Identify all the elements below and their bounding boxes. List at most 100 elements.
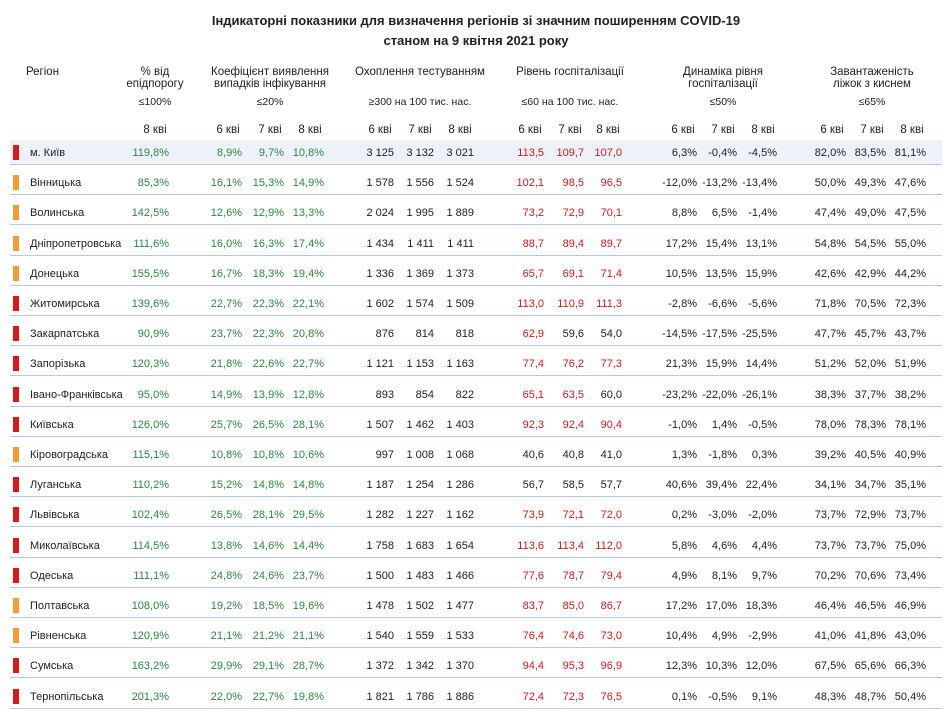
- cell: 13,1%: [745, 237, 777, 250]
- region-marker: [13, 326, 19, 342]
- cell: -22,0%: [702, 388, 737, 401]
- cell: 8,9%: [216, 147, 242, 159]
- region-name: Дніпропетровська: [30, 237, 122, 250]
- region-name: Тернопільська: [30, 690, 104, 703]
- group-title: Охоплення тестуванням: [355, 66, 485, 78]
- cell: 35,1%: [894, 479, 926, 492]
- cell: 60,0: [600, 388, 622, 401]
- cell: 51,9%: [894, 358, 926, 371]
- day-label: 7 кві: [258, 124, 282, 136]
- cell: 1 187: [366, 479, 394, 492]
- cell: 1 163: [446, 358, 474, 371]
- cell: 15,9%: [705, 358, 737, 371]
- cell: 6,3%: [671, 147, 697, 159]
- cell: 14,9%: [210, 388, 242, 401]
- cell: 9,7%: [258, 147, 284, 159]
- cell: 57,7: [600, 479, 622, 492]
- cell: 1 683: [406, 539, 434, 552]
- cell: -2,0%: [748, 509, 777, 522]
- cell: 70,5%: [854, 298, 886, 310]
- region-marker: [13, 356, 19, 372]
- cell: 50,0%: [814, 177, 846, 190]
- table-row: Сумська 163,2% 29,9% 29,1% 28,7% 1 372 1 342 1 …: [10, 653, 942, 679]
- day-label: 6 кві: [216, 124, 240, 136]
- cell: 26,5%: [252, 418, 284, 431]
- cell: 113,4: [557, 539, 584, 552]
- cell: 29,1%: [252, 660, 284, 673]
- cell: 1 509: [446, 298, 474, 310]
- cell: 4,6%: [711, 539, 737, 552]
- cell: 1 578: [366, 177, 394, 190]
- cell: 47,5%: [894, 207, 926, 220]
- threshold: ≤50%: [709, 96, 737, 108]
- cell: 12,9%: [252, 207, 284, 220]
- cell: 78,1%: [894, 418, 926, 431]
- cell: 4,9%: [671, 569, 697, 582]
- day-label: 8 кві: [596, 124, 620, 136]
- cell: 74,6: [562, 630, 584, 643]
- cell: 9,1%: [751, 690, 777, 703]
- table-row: Полтавська 108,0% 19,2% 18,5% 19,6% 1 478 1 50…: [10, 593, 942, 618]
- threshold: ≤60 на 100 тис. нас.: [521, 96, 619, 108]
- cell: 71,4: [600, 267, 622, 280]
- cell: 17,2%: [665, 237, 697, 250]
- cell: -13,4%: [742, 177, 777, 190]
- cell: -25,5%: [742, 328, 777, 341]
- cell: 1 403: [446, 418, 474, 431]
- cell: 40,8: [562, 449, 584, 461]
- title: Індикаторні показники для визначення рег…: [211, 13, 741, 28]
- table-row: Донецька 155,5% 16,7% 18,3% 19,4% 1 336 1 369 1…: [10, 261, 942, 286]
- cell: 73,7%: [814, 539, 846, 552]
- region-marker: [13, 205, 19, 221]
- region-marker: [13, 235, 19, 251]
- cell: 6,5%: [711, 207, 737, 220]
- cell: 41,8%: [854, 630, 886, 643]
- cell: 107,0: [594, 147, 622, 159]
- subtitle: станом на 9 квітня 2021 року: [383, 33, 569, 48]
- cell: 62,9: [522, 328, 544, 341]
- cell: 21,1%: [292, 630, 324, 643]
- cell: -14,5%: [662, 328, 697, 341]
- cell: 13,5%: [705, 267, 737, 280]
- cell: 5,8%: [671, 539, 697, 552]
- region-name: Запорізька: [30, 358, 86, 371]
- cell: 17,4%: [292, 237, 324, 250]
- cell: 1 524: [446, 177, 474, 190]
- cell: 34,7%: [854, 479, 886, 492]
- cell: 70,2%: [814, 569, 846, 582]
- cell: 10,3%: [705, 660, 737, 673]
- cell: 1 254: [406, 479, 434, 492]
- region-marker: [13, 175, 19, 191]
- group-title: Динаміка рівня: [683, 66, 763, 78]
- cell: 155,5%: [131, 267, 169, 280]
- cell: 1 786: [406, 690, 434, 703]
- cell: 15,2%: [210, 479, 242, 492]
- cell: 73,9: [522, 509, 544, 522]
- cell: 4,4%: [751, 539, 777, 552]
- cell: 120,3%: [131, 358, 169, 371]
- cell: 23,7%: [210, 328, 242, 341]
- cell: 893: [375, 388, 394, 401]
- cell: 92,4: [562, 418, 584, 431]
- cell: -23,2%: [662, 388, 697, 401]
- cell: 22,7%: [252, 690, 284, 703]
- group-title: випадків інфікування: [214, 78, 326, 90]
- cell: 163,2%: [131, 660, 169, 673]
- cell: 10,8%: [210, 449, 242, 461]
- day-label: 6 кві: [518, 124, 542, 136]
- cell: 47,7%: [814, 328, 846, 341]
- cell: 48,3%: [814, 690, 846, 703]
- cell: 72,3%: [894, 298, 926, 310]
- cell: 24,8%: [210, 569, 242, 582]
- cell: 82,0%: [814, 147, 846, 159]
- cell: 44,2%: [894, 267, 926, 280]
- cell: 10,6%: [292, 449, 324, 461]
- cell: 78,7: [562, 569, 584, 582]
- region-name: Кіровоградська: [30, 449, 108, 461]
- cell: 1 502: [406, 600, 434, 612]
- cell: 98,5: [562, 177, 584, 190]
- cell: 50,4%: [894, 690, 926, 703]
- cell: 77,3: [600, 358, 622, 371]
- cell: -5,6%: [748, 298, 777, 310]
- cell: 112,0: [595, 539, 622, 552]
